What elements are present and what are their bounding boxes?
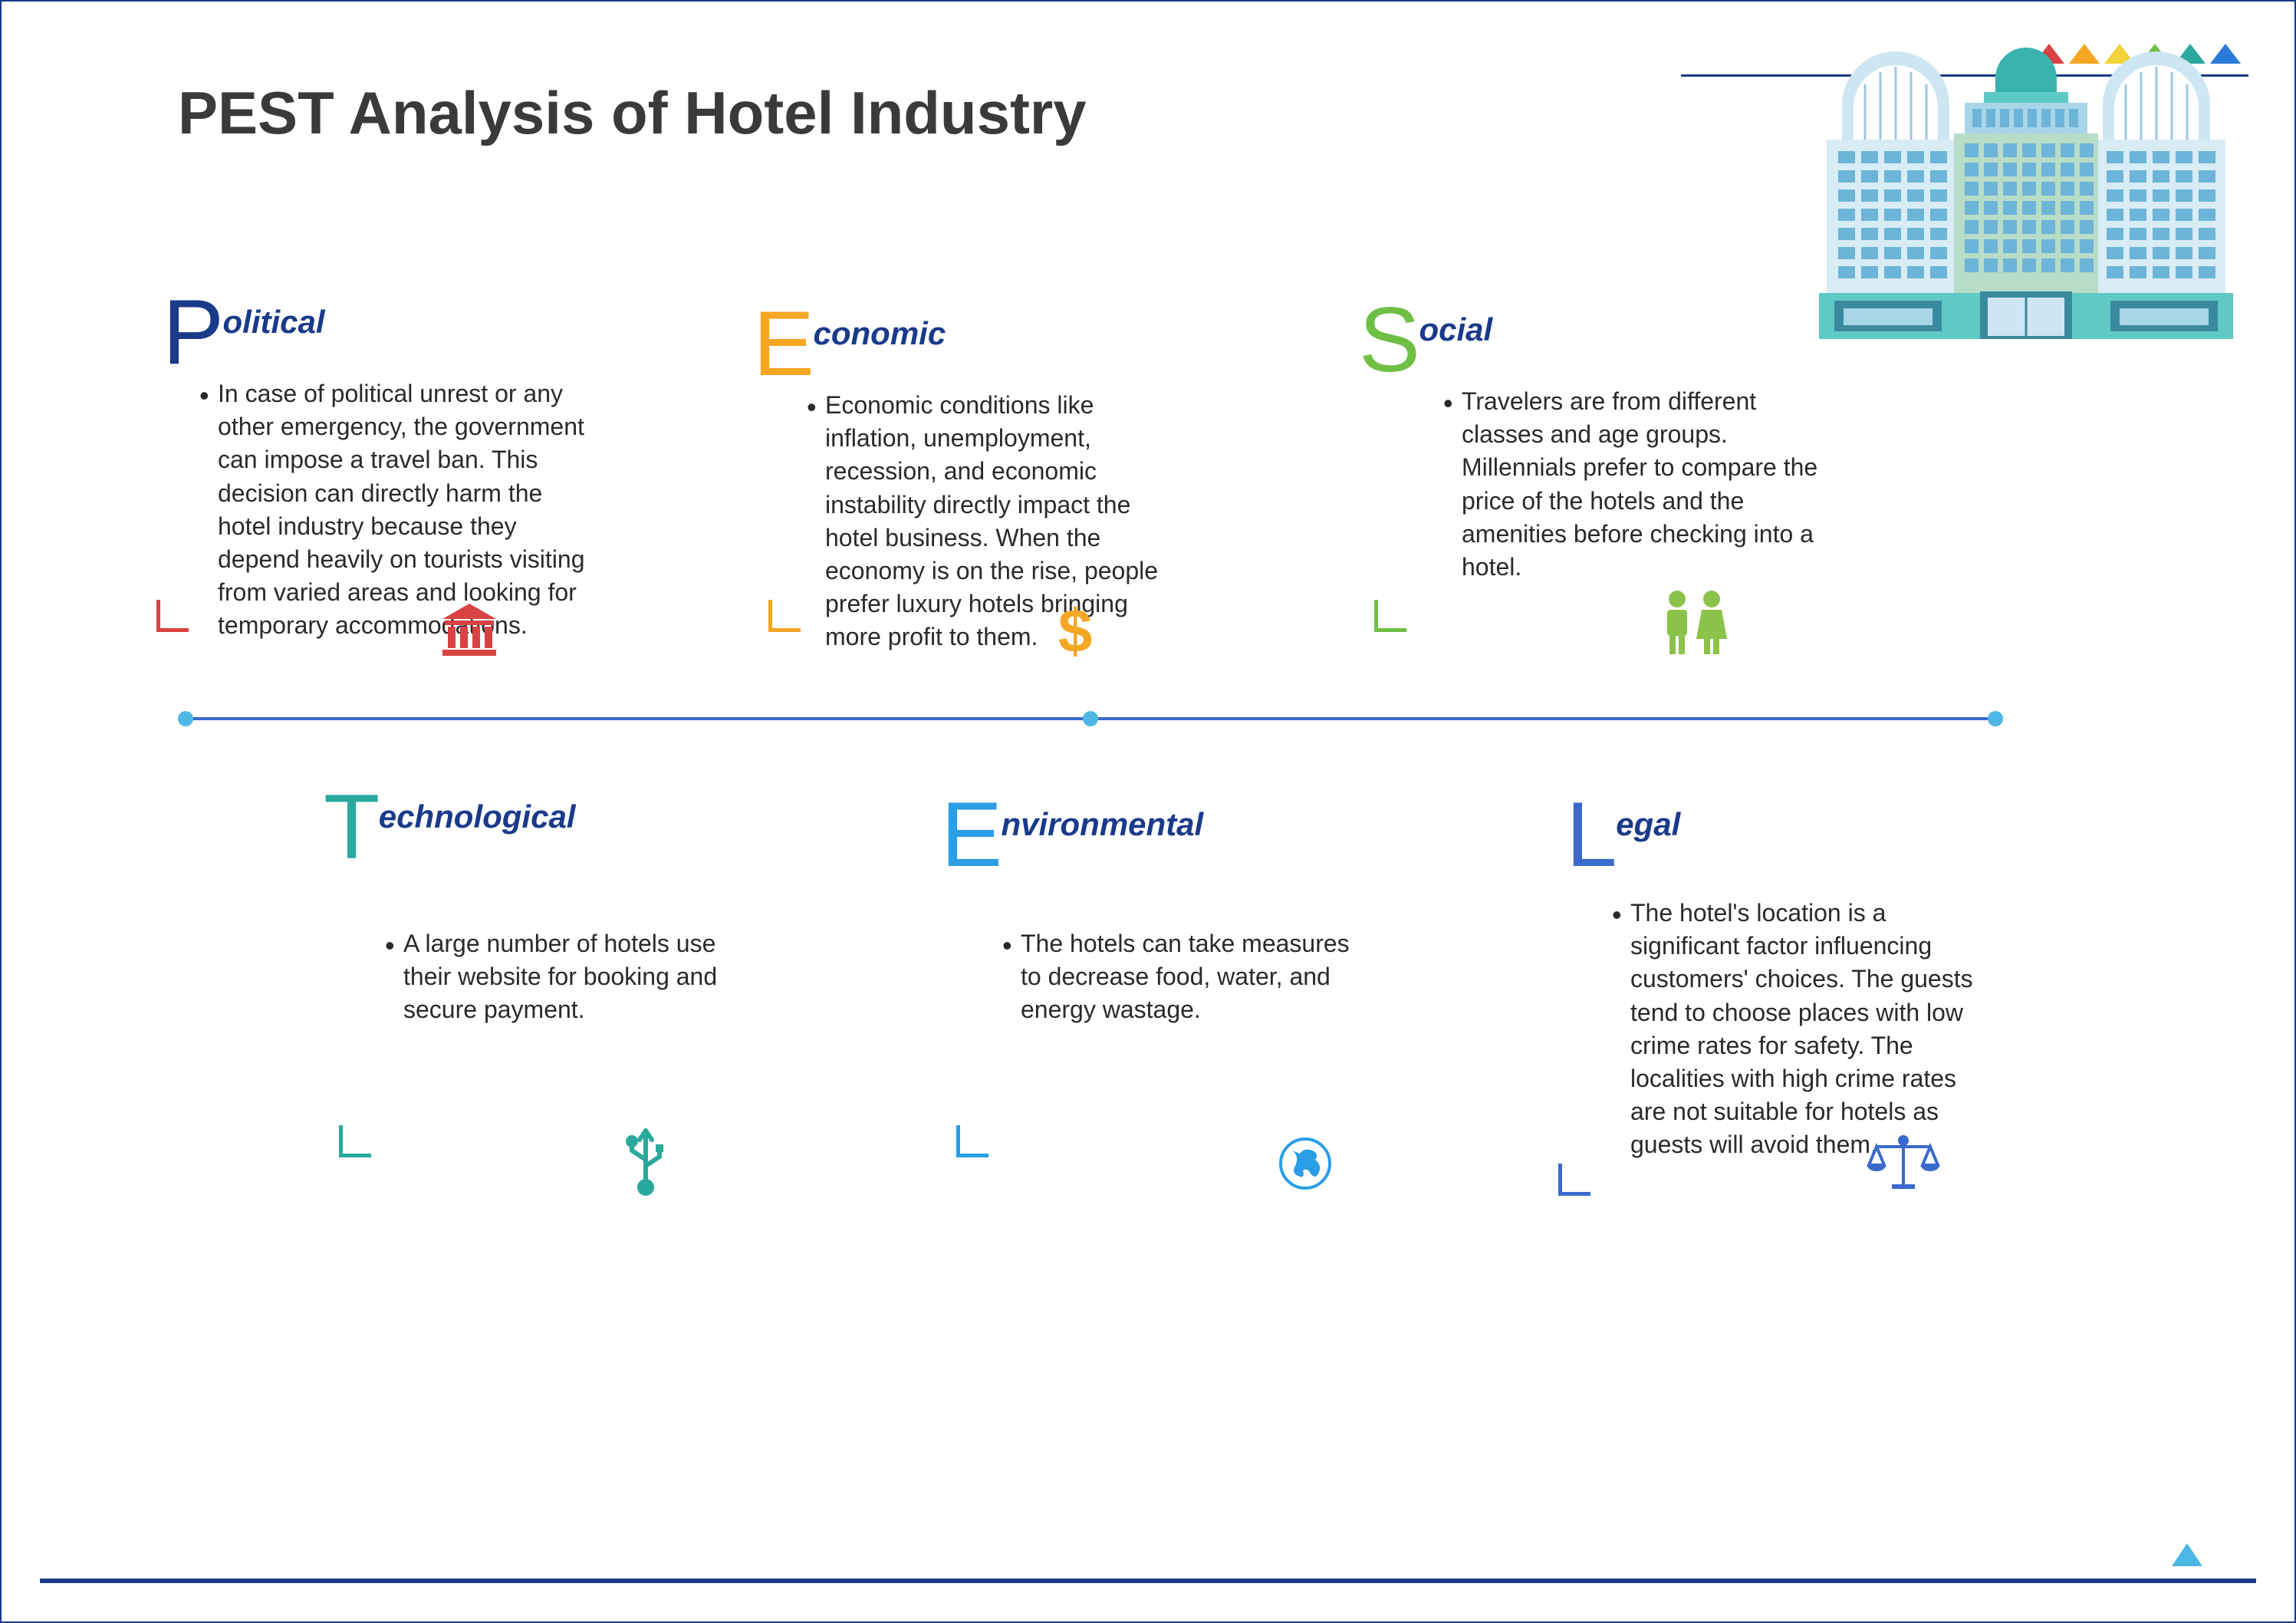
factor-social: S ocial Travelers are from different cla…	[1359, 301, 1834, 584]
usb-icon	[623, 1121, 669, 1202]
word-technological: echnological	[379, 798, 576, 835]
factor-technological-header: T echnological	[324, 788, 753, 866]
text-political: In case of political unrest or any other…	[199, 377, 592, 643]
timeline-dot-end	[1988, 711, 2003, 726]
word-legal: egal	[1616, 806, 1680, 843]
factor-social-header: S ocial	[1359, 301, 1834, 379]
dollar-icon: $	[1052, 600, 1098, 669]
corner-technological	[339, 1125, 371, 1157]
text-economic: Economic conditions like inflation, unem…	[807, 389, 1183, 654]
factor-political: P olitical In case of political unrest o…	[163, 293, 592, 643]
page-up-arrow-icon	[2172, 1543, 2202, 1566]
bottom-bar	[40, 1579, 2256, 1583]
factor-economic: E conomic Economic conditions like infla…	[753, 305, 1183, 654]
factor-economic-header: E conomic	[753, 305, 1183, 383]
government-building-icon	[439, 604, 500, 661]
letter-s: S	[1359, 301, 1420, 379]
corner-legal	[1558, 1164, 1590, 1196]
globe-icon	[1278, 1137, 1332, 1194]
scales-icon	[1865, 1133, 1942, 1198]
page-title: PEST Analysis of Hotel Industry	[178, 78, 1087, 148]
text-social: Travelers are from different classes and…	[1443, 385, 1834, 584]
letter-t: T	[324, 788, 380, 866]
letter-e2: E	[941, 795, 1002, 874]
text-legal: The hotel's location is a significant fa…	[1612, 897, 1980, 1162]
letter-e: E	[753, 305, 814, 383]
timeline-dot-start	[178, 711, 193, 726]
hotel-building-icon	[1811, 48, 2241, 339]
timeline-dot-mid	[1083, 711, 1098, 726]
word-economic: conomic	[814, 315, 946, 352]
letter-l: L	[1566, 795, 1617, 874]
corner-environmental	[956, 1125, 988, 1157]
word-political: olitical	[223, 304, 325, 341]
letter-p: P	[163, 293, 224, 371]
factor-technological: T echnological A large number of hotels …	[324, 788, 753, 1027]
text-environmental: The hotels can take measures to decrease…	[1002, 927, 1370, 1027]
svg-text:$: $	[1058, 600, 1093, 665]
text-technological: A large number of hotels use their websi…	[385, 927, 753, 1027]
factor-legal-header: L egal	[1566, 795, 1980, 874]
factor-political-header: P olitical	[163, 293, 592, 371]
corner-political	[156, 600, 189, 632]
word-environmental: nvironmental	[1002, 806, 1204, 843]
corner-economic	[768, 600, 801, 632]
word-social: ocial	[1419, 311, 1493, 348]
factor-legal: L egal The hotel's location is a signifi…	[1566, 795, 1980, 1162]
factor-environmental: E nvironmental The hotels can take measu…	[941, 795, 1370, 1027]
corner-social	[1374, 600, 1406, 632]
people-icon	[1658, 588, 1735, 661]
factor-environmental-header: E nvironmental	[941, 795, 1370, 874]
timeline	[186, 717, 1995, 720]
